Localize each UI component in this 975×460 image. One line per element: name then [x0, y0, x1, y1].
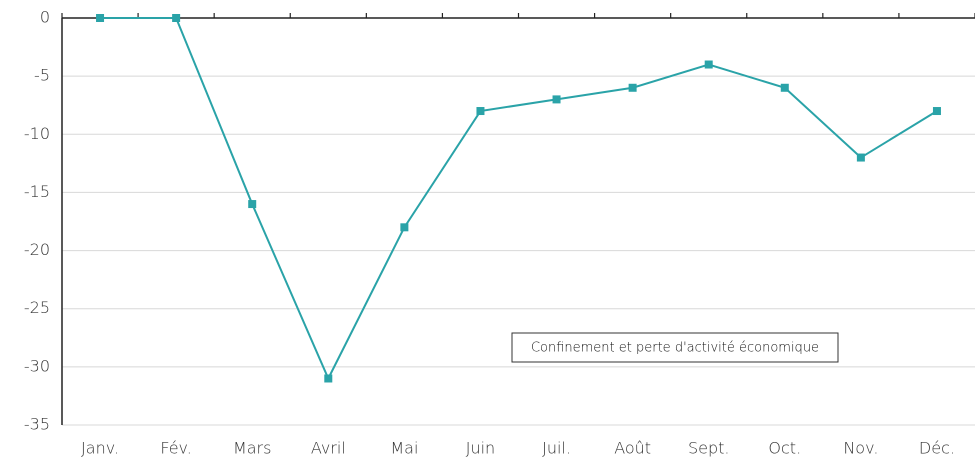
y-tick-label: -35 — [24, 415, 50, 434]
marker — [932, 107, 941, 116]
marker — [628, 83, 637, 92]
annotation-box — [511, 332, 839, 363]
marker — [856, 153, 865, 162]
y-tick-label: -10 — [24, 124, 50, 143]
x-tick-label: Déc. — [919, 439, 955, 458]
x-tick-label: Sept. — [688, 439, 730, 458]
marker — [780, 83, 789, 92]
x-tick-label: Oct. — [768, 439, 801, 458]
x-tick-label: Mars — [233, 439, 272, 458]
x-tick-label: Avril — [311, 439, 346, 458]
marker — [248, 200, 257, 209]
x-tick-label: Juin — [466, 439, 495, 458]
marker — [704, 60, 713, 69]
marker — [476, 107, 485, 116]
series-line — [100, 17, 938, 381]
marker — [400, 223, 409, 232]
x-tick-label: Mai — [390, 439, 418, 458]
x-tick-label: Janv. — [81, 439, 119, 458]
y-tick-label: -25 — [24, 298, 50, 317]
marker — [552, 95, 561, 104]
x-tick-label: Nov. — [843, 439, 878, 458]
y-tick-label: -15 — [24, 182, 50, 201]
x-tick-label: Août — [614, 439, 651, 458]
y-tick-label: -5 — [34, 66, 50, 85]
x-tick-label: Fév. — [160, 439, 191, 458]
x-tick-label: Juil. — [542, 439, 571, 458]
annotation: Confinement et perte d'activité économiq… — [531, 341, 819, 356]
y-tick-label: -30 — [24, 356, 50, 375]
y-tick-label: -20 — [24, 240, 50, 259]
marker — [324, 374, 333, 383]
y-tick-label: 0 — [40, 8, 50, 27]
marker — [172, 14, 181, 22]
marker — [96, 14, 105, 22]
